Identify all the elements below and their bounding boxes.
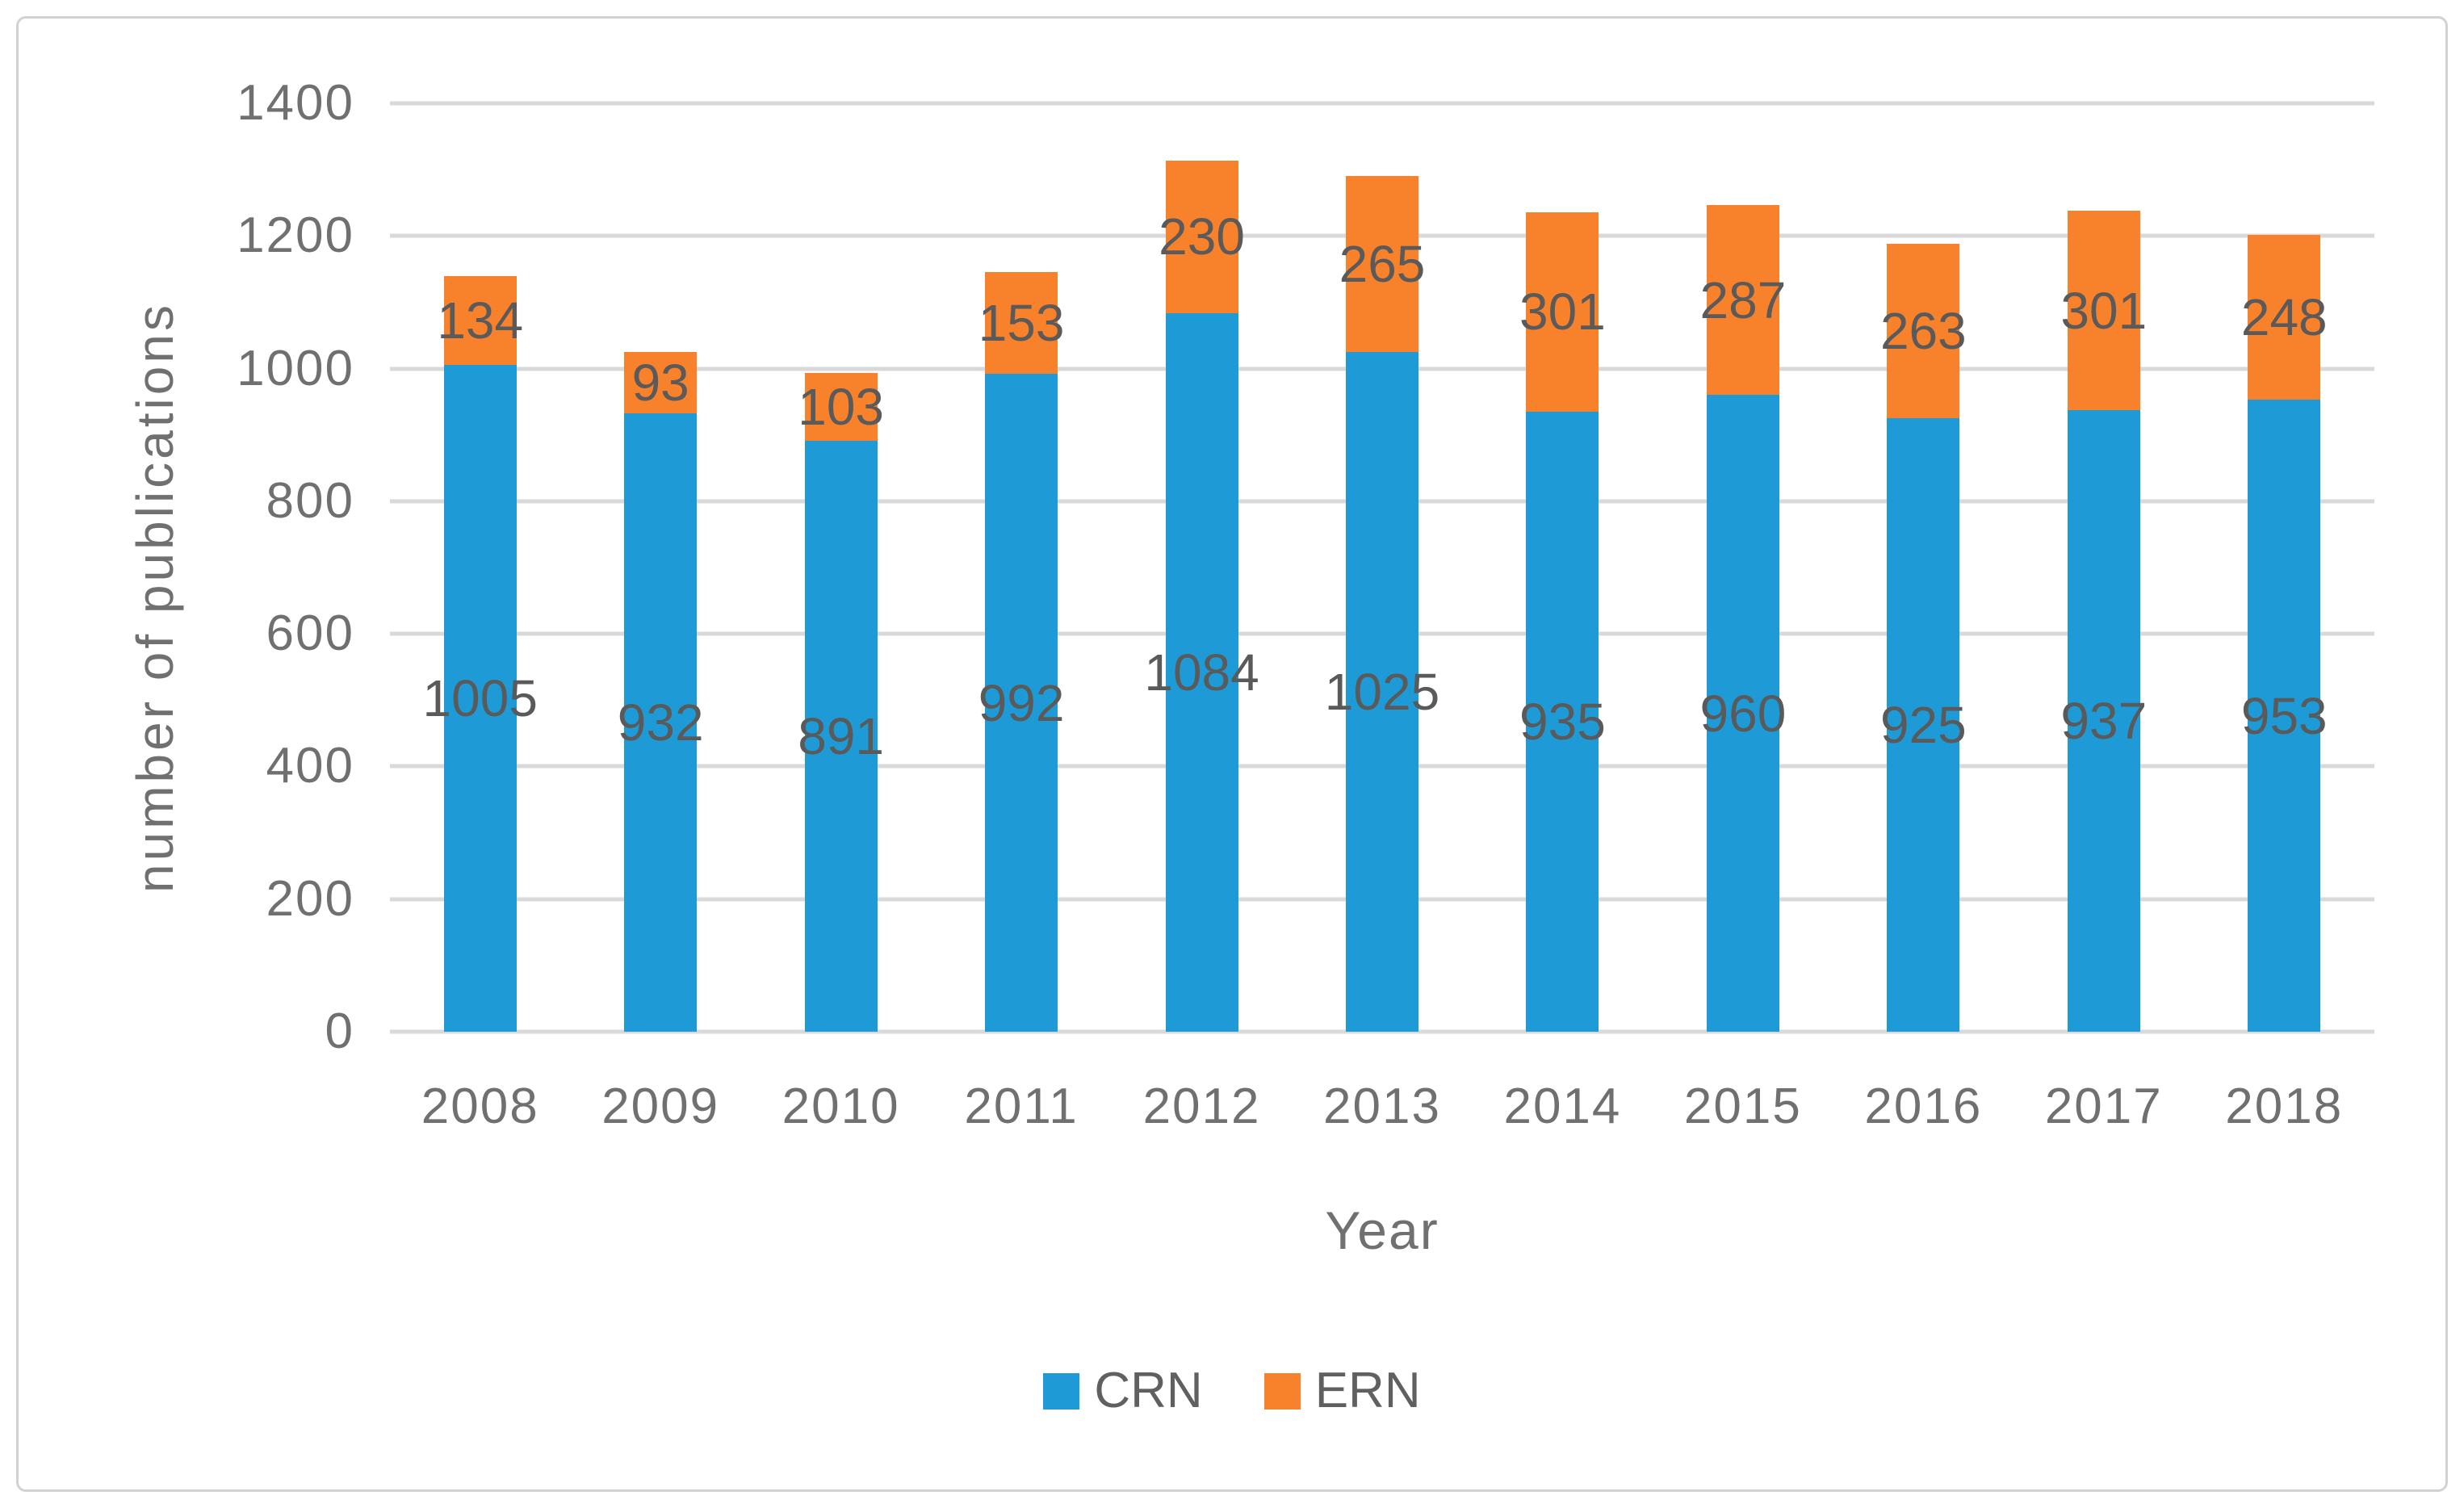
bar-segment-crn-2010: 891 xyxy=(798,441,884,1032)
bar-group-2013: 265 1025 2013 xyxy=(1292,103,1472,1132)
bar-group-2017: 301 937 2017 xyxy=(2014,103,2194,1132)
data-label-crn-2016: 925 xyxy=(1879,696,1967,755)
data-label-ern-2017: 301 xyxy=(2060,281,2148,340)
bar-segment-ern-2012: 230 xyxy=(1159,160,1245,313)
data-label-ern-2016: 263 xyxy=(1879,302,1967,361)
bar-segment-ern-2015: 287 xyxy=(1700,204,1786,396)
bar-segment-ern-2010: 103 xyxy=(798,372,884,442)
bar-group-2010: 103 891 2010 xyxy=(751,103,931,1132)
bar-segment-crn-2014: 935 xyxy=(1519,411,1606,1032)
bar-group-2018: 248 953 2018 xyxy=(2194,103,2374,1132)
x-axis-tick-label: 2018 xyxy=(2225,1079,2344,1134)
bar-group-2008: 134 1005 2008 xyxy=(390,103,570,1132)
data-label-ern-2013: 265 xyxy=(1339,235,1426,294)
data-label-crn-2011: 992 xyxy=(978,673,1065,732)
x-axis-tick-label: 2010 xyxy=(782,1079,900,1134)
data-label-crn-2012: 1084 xyxy=(1144,643,1259,702)
data-label-crn-2014: 935 xyxy=(1519,692,1606,751)
x-axis-tick-label: 2008 xyxy=(421,1079,539,1134)
y-axis-title: number of publications xyxy=(126,302,184,893)
data-label-ern-2008: 134 xyxy=(437,291,524,350)
y-axis-tick-label: 1400 xyxy=(237,75,354,131)
legend: CRN ERN xyxy=(0,1366,2464,1416)
y-axis-tick-label: 800 xyxy=(266,472,354,529)
data-label-ern-2012: 230 xyxy=(1159,207,1245,266)
bar-segment-crn-2009: 932 xyxy=(618,413,704,1032)
x-axis-tick-label: 2009 xyxy=(601,1079,720,1134)
data-label-crn-2017: 937 xyxy=(2060,692,2148,751)
bar-group-2014: 301 935 2014 xyxy=(1473,103,1653,1132)
bar-segment-ern-2009: 93 xyxy=(624,352,698,414)
gridline-y-1400 xyxy=(390,101,2374,106)
legend-label-crn: CRN xyxy=(1094,1363,1203,1418)
legend-swatch-ern-icon xyxy=(1263,1372,1301,1410)
data-label-ern-2018: 248 xyxy=(2240,288,2328,347)
bar-segment-crn-2013: 1025 xyxy=(1325,352,1439,1032)
y-axis-tick-label: 200 xyxy=(266,870,354,927)
data-label-crn-2008: 1005 xyxy=(422,669,538,728)
data-label-crn-2009: 932 xyxy=(617,693,704,752)
bar-segment-ern-2011: 153 xyxy=(978,272,1064,375)
bar-group-2012: 230 1084 2012 xyxy=(1112,103,1292,1132)
gridline-y-0 xyxy=(390,1029,2374,1034)
legend-label-ern: ERN xyxy=(1314,1363,1421,1418)
data-label-ern-2010: 103 xyxy=(798,377,885,436)
bar-group-2016: 263 925 2016 xyxy=(1833,103,2014,1132)
bar-segment-crn-2008: 1005 xyxy=(423,365,538,1032)
y-axis-tick-label: 0 xyxy=(325,1003,354,1059)
bar-segment-ern-2008: 134 xyxy=(437,276,523,366)
bars-area: 134 1005 2008 93 932 2009 103 891 2010 153 992 2011… xyxy=(390,103,2374,1132)
bar-segment-crn-2011: 992 xyxy=(978,374,1064,1032)
legend-swatch-crn-icon xyxy=(1043,1372,1080,1410)
bar-segment-crn-2015: 960 xyxy=(1700,395,1786,1032)
data-label-crn-2018: 953 xyxy=(2240,686,2328,745)
bar-segment-crn-2016: 925 xyxy=(1880,418,1967,1032)
data-label-crn-2015: 960 xyxy=(1699,684,1787,743)
data-label-crn-2013: 1025 xyxy=(1324,663,1440,722)
y-axis-tick-label: 600 xyxy=(266,605,354,662)
data-label-crn-2010: 891 xyxy=(798,707,885,766)
bar-group-2009: 93 932 2009 xyxy=(570,103,750,1132)
x-axis-title: Year xyxy=(1325,1200,1439,1260)
bar-segment-ern-2013: 265 xyxy=(1339,176,1425,353)
plot-area: 0 200 400 600 800 1000 1200 1400 134 1005 2008 93 93… xyxy=(237,78,2374,1132)
x-axis-tick-label: 2013 xyxy=(1323,1079,1441,1134)
bar-segment-crn-2012: 1084 xyxy=(1144,312,1259,1032)
x-axis-tick-label: 2011 xyxy=(964,1079,1079,1134)
bar-segment-crn-2018: 953 xyxy=(2241,400,2328,1032)
y-axis-tick-label: 1200 xyxy=(237,207,354,264)
bar-group-2011: 153 992 2011 xyxy=(931,103,1111,1132)
data-label-ern-2014: 301 xyxy=(1519,283,1606,341)
x-axis-tick-label: 2014 xyxy=(1503,1079,1622,1134)
data-label-ern-2011: 153 xyxy=(978,294,1065,353)
x-axis-tick-label: 2016 xyxy=(1864,1079,1983,1134)
bar-segment-crn-2017: 937 xyxy=(2060,410,2147,1032)
y-axis-tick-label: 400 xyxy=(266,738,354,794)
x-axis-tick-label: 2015 xyxy=(1683,1079,1802,1134)
data-label-ern-2015: 287 xyxy=(1699,270,1787,329)
y-axis-tick-label: 1000 xyxy=(237,340,354,396)
bar-segment-ern-2014: 301 xyxy=(1519,212,1606,412)
data-label-ern-2009: 93 xyxy=(631,354,689,413)
bar-segment-ern-2017: 301 xyxy=(2060,211,2147,411)
legend-item-ern: ERN xyxy=(1263,1363,1421,1418)
legend-item-crn: CRN xyxy=(1043,1363,1203,1418)
bar-segment-ern-2016: 263 xyxy=(1880,244,1967,419)
x-axis-tick-label: 2012 xyxy=(1142,1079,1261,1134)
bar-group-2015: 287 960 2015 xyxy=(1653,103,1833,1132)
bar-segment-ern-2018: 248 xyxy=(2241,235,2328,400)
x-axis-tick-label: 2017 xyxy=(2044,1079,2163,1134)
